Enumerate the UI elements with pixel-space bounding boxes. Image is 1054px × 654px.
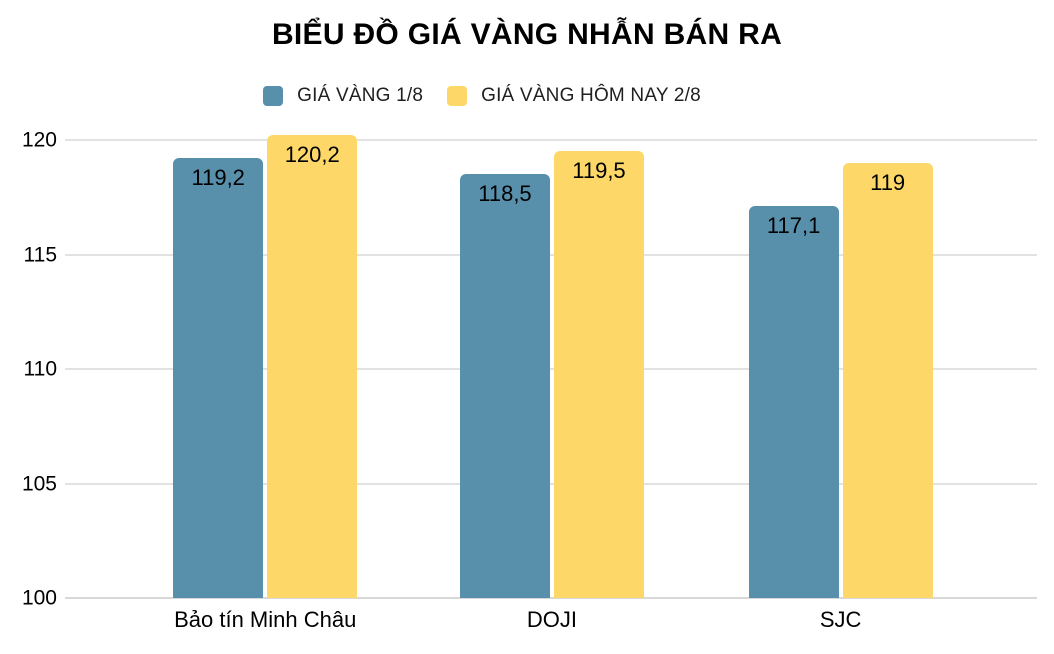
bar-value-label: 117,1 xyxy=(766,213,821,239)
bar-value-label: 119,2 xyxy=(191,165,245,191)
x-axis-label: SJC xyxy=(819,607,862,632)
legend-item-1: GIÁ VÀNG 1/8 xyxy=(263,85,423,107)
legend-items: GIÁ VÀNG 1/8 GIÁ VÀNG HÔM NAY 2/8 xyxy=(263,85,701,107)
y-axis-tick-label: 120 xyxy=(21,128,57,152)
y-axis-tick-label: 110 xyxy=(23,357,57,381)
y-axis-tick-label: 115 xyxy=(23,243,57,266)
plot-area: 119,2 120,2 Bảo tín Minh Châu 118,5 119,5 DOJ… xyxy=(65,135,1037,632)
y-axis-tick-label: 105 xyxy=(21,472,57,495)
legend-label: GIÁ VÀNG 1/8 xyxy=(297,85,424,106)
y-axis: 100 105 110 115 120 xyxy=(0,130,57,609)
bar-series1-category2: 118,5 xyxy=(459,174,550,598)
bar-value-label: 120,2 xyxy=(284,142,340,168)
chart-title: BIỂU ĐỒ GIÁ VÀNG NHẪN BÁN RA xyxy=(271,18,783,51)
y-axis-tick-label: 100 xyxy=(21,586,57,610)
legend-swatch-icon xyxy=(447,86,468,106)
legend: GIÁ VÀNG 1/8 GIÁ VÀNG HÔM NAY 2/8 xyxy=(0,85,1054,107)
bar-value-label: 119 xyxy=(870,169,906,195)
gridline xyxy=(65,368,1037,370)
bar-group-3: 117,1 119 xyxy=(748,140,933,598)
bar-group-2: 118,5 119,5 xyxy=(459,140,644,598)
gridline xyxy=(65,139,1037,141)
bar-series2-category3: 119 xyxy=(842,162,933,598)
x-axis-label: DOJI xyxy=(526,607,578,632)
bar-value-label: 118,5 xyxy=(478,181,532,207)
legend-label: GIÁ VÀNG HÔM NAY 2/8 xyxy=(481,85,701,106)
bar-series2-category1: 120,2 xyxy=(267,135,358,598)
bar-group-1: 119,2 120,2 xyxy=(173,135,358,598)
x-axis-label: Bảo tín Minh Châu xyxy=(174,607,357,632)
bar-series1-category3: 117,1 xyxy=(748,206,839,598)
bar-value-label: 119,5 xyxy=(572,158,626,184)
legend-swatch-icon xyxy=(263,86,284,106)
gridline xyxy=(65,482,1037,485)
gridline xyxy=(65,253,1037,256)
bar-series2-category2: 119,5 xyxy=(553,151,644,598)
gridline xyxy=(65,597,1037,599)
legend-item-2: GIÁ VÀNG HÔM NAY 2/8 xyxy=(447,85,701,107)
bar-series1-category1: 119,2 xyxy=(173,158,264,598)
